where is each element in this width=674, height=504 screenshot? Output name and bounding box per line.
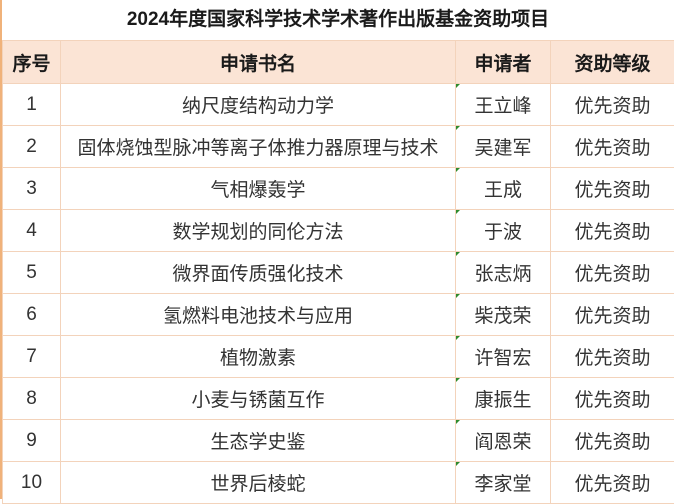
cell-book: 数学规划的同伦方法 [61,210,456,252]
cell-book: 氢燃料电池技术与应用 [61,294,456,336]
table-title: 2024年度国家科学技术学术著作出版基金资助项目 [2,0,674,41]
cell-level: 优先资助 [551,294,674,336]
cell-book: 生态学史鉴 [61,420,456,462]
cell-book: 纳尺度结构动力学 [61,84,456,126]
cell-level: 优先资助 [551,336,674,378]
cell-book: 气相爆轰学 [61,168,456,210]
cell-applicant: 李家堂 [456,462,551,504]
cell-no: 9 [3,420,61,462]
cell-level: 优先资助 [551,420,674,462]
cell-applicant: 许智宏 [456,336,551,378]
cell-no: 7 [3,336,61,378]
cell-no: 5 [3,252,61,294]
cell-applicant: 于波 [456,210,551,252]
cell-level: 优先资助 [551,168,674,210]
header-row: 序号 申请书名 申请者 资助等级 [3,41,674,84]
cell-no: 6 [3,294,61,336]
cell-no: 8 [3,378,61,420]
header-applicant: 申请者 [456,41,551,84]
cell-no: 10 [3,462,61,504]
cell-book: 固体烧蚀型脉冲等离子体推力器原理与技术 [61,126,456,168]
cell-level: 优先资助 [551,252,674,294]
cell-level: 优先资助 [551,126,674,168]
cell-no: 2 [3,126,61,168]
cell-book: 小麦与锈菌互作 [61,378,456,420]
cell-level: 优先资助 [551,378,674,420]
header-book: 申请书名 [61,41,456,84]
cell-applicant: 康振生 [456,378,551,420]
cell-book: 植物激素 [61,336,456,378]
cell-applicant: 王成 [456,168,551,210]
cell-applicant: 阎恩荣 [456,420,551,462]
cell-applicant: 柴茂荣 [456,294,551,336]
cell-applicant: 王立峰 [456,84,551,126]
cell-applicant: 张志炳 [456,252,551,294]
cell-no: 1 [3,84,61,126]
cell-no: 4 [3,210,61,252]
cell-level: 优先资助 [551,210,674,252]
cell-book: 世界后棱蛇 [61,462,456,504]
header-level: 资助等级 [551,41,674,84]
cell-applicant: 吴建军 [456,126,551,168]
cell-level: 优先资助 [551,462,674,504]
cell-level: 优先资助 [551,84,674,126]
header-no: 序号 [3,41,61,84]
cell-book: 微界面传质强化技术 [61,252,456,294]
cell-no: 3 [3,168,61,210]
